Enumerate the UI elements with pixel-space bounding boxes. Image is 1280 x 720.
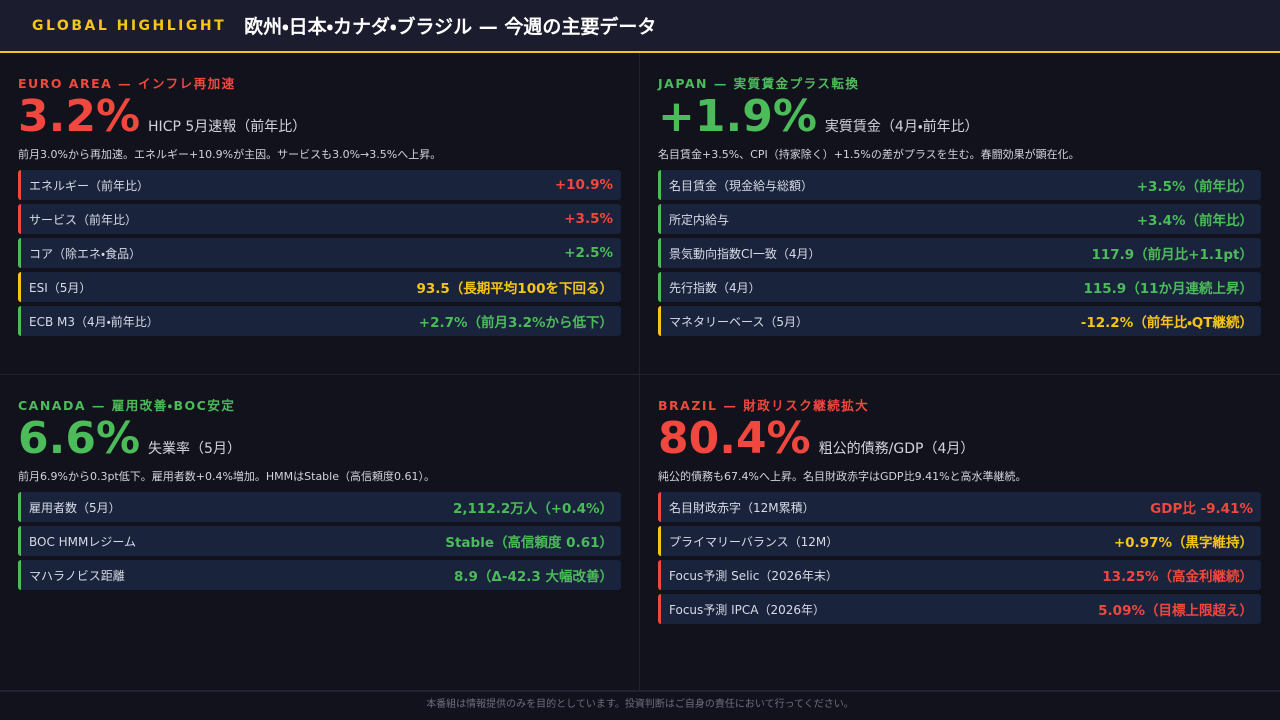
row-name: Focus予測 IPCA（2026年） <box>669 602 825 617</box>
data-row: 雇用者数（5月） 2,112.2万人（+0.4%） <box>18 492 621 522</box>
row-name: 先行指数（4月） <box>669 280 761 295</box>
row-name: エネルギー（前年比） <box>29 178 150 193</box>
data-row: 名目賃金（現金給与総額） +3.5%（前年比） <box>658 170 1261 200</box>
data-row: エネルギー（前年比） +10.9% <box>18 170 621 200</box>
row-name: コア（除エネ・食品） <box>29 246 142 261</box>
row-name: ECB M3（4月・前年比） <box>29 314 159 329</box>
data-row: BOC HMMレジーム Stable（高信頼度 0.61） <box>18 526 621 556</box>
header-tag: GLOBAL HIGHLIGHT <box>32 17 227 34</box>
headline: +1.9% 実質賃金（4月・前年比） <box>658 92 1262 142</box>
panel: BRAZIL — 財政リスク継続拡大 80.4% 粗公的債務/GDP（4月） 純公的債… <box>640 375 1280 691</box>
data-row: マネタリーベース（5月） -12.2%（前年比・QT継続） <box>658 306 1261 336</box>
row-value: +0.97%（黒字維持） <box>1113 535 1253 551</box>
data-row: Focus予測 Selic（2026年末） 13.25%（高金利継続） <box>658 560 1261 590</box>
headline-value: +1.9% <box>658 91 817 142</box>
panel-note: 名目賃金+3.5%、CPI（持家除く）+1.5%の差がプラスを生む。春闘効果が顕… <box>658 148 1080 161</box>
panel-note: 前月6.9%から0.3pt低下。雇用者数+0.4%増加。HMMはStable（高… <box>18 470 435 483</box>
row-value: 117.9（前月比+1.1pt） <box>1091 247 1253 263</box>
header-title: 欧州・日本・カナダ・ブラジル — 今週の主要データ <box>244 16 657 38</box>
data-row: 先行指数（4月） 115.9（11か月連続上昇） <box>658 272 1261 302</box>
row-name: ESI（5月） <box>29 280 92 295</box>
row-name: Focus予測 Selic（2026年末） <box>669 568 838 583</box>
headline-label: 実質賃金（4月・前年比） <box>824 119 979 135</box>
data-row: Focus予測 IPCA（2026年） 5.09%（目標上限超え） <box>658 594 1261 624</box>
headline-value: 80.4% <box>658 413 811 464</box>
row-value: 93.5（長期平均100を下回る） <box>416 281 614 297</box>
headline: 80.4% 粗公的債務/GDP（4月） <box>658 414 1262 464</box>
row-value: +3.5% <box>564 211 613 227</box>
row-value: +10.9% <box>554 177 613 193</box>
data-row: マハラノビス距離 8.9（Δ-42.3 大幅改善） <box>18 560 621 590</box>
header: GLOBAL HIGHLIGHT 欧州・日本・カナダ・ブラジル — 今週の主要デ… <box>0 0 1280 53</box>
row-name: 名目賃金（現金給与総額） <box>669 178 814 193</box>
panel: EURO AREA — インフレ再加速 3.2% HICP 5月速報（前年比） 前月3… <box>0 53 640 375</box>
data-row: コア（除エネ・食品） +2.5% <box>18 238 621 268</box>
data-row: プライマリーバランス（12M） +0.97%（黒字維持） <box>658 526 1261 556</box>
panel-label: CANADA — 雇用改善・BOC安定 <box>18 398 236 413</box>
data-row: ESI（5月） 93.5（長期平均100を下回る） <box>18 272 621 302</box>
data-row: 名目財政赤字（12M累積） GDP比 -9.41% <box>658 492 1261 522</box>
panel: CANADA — 雇用改善・BOC安定 6.6% 失業率（5月） 前月6.9%から0.… <box>0 375 640 691</box>
headline: 3.2% HICP 5月速報（前年比） <box>18 92 621 142</box>
headline-value: 6.6% <box>18 413 141 464</box>
row-name: プライマリーバランス（12M） <box>669 534 839 549</box>
data-row: 景気動向指数CI一致（4月） 117.9（前月比+1.1pt） <box>658 238 1261 268</box>
data-row: 所定内給与 +3.4%（前年比） <box>658 204 1261 234</box>
row-value: 2,112.2万人（+0.4%） <box>453 501 613 517</box>
data-row: ECB M3（4月・前年比） +2.7%（前月3.2%から低下） <box>18 306 621 336</box>
row-value: 115.9（11か月連続上昇） <box>1083 281 1254 297</box>
panel-label: BRAZIL — 財政リスク継続拡大 <box>658 398 870 413</box>
row-value: +3.5%（前年比） <box>1136 179 1253 195</box>
headline: 6.6% 失業率（5月） <box>18 414 621 464</box>
headline-value: 3.2% <box>18 91 141 142</box>
panel-note: 純公的債務も67.4%へ上昇。名目財政赤字はGDP比9.41%と高水準継続。 <box>658 470 1027 483</box>
row-value: 8.9（Δ-42.3 大幅改善） <box>454 569 613 585</box>
panel-label: JAPAN — 実質賃金プラス転換 <box>658 76 860 91</box>
row-name: BOC HMMレジーム <box>29 534 137 549</box>
panel-label: EURO AREA — インフレ再加速 <box>18 76 236 91</box>
panel: JAPAN — 実質賃金プラス転換 +1.9% 実質賃金（4月・前年比） 名目賃金+3… <box>640 53 1280 375</box>
row-value: Stable（高信頼度 0.61） <box>445 535 613 551</box>
row-name: 雇用者数（5月） <box>29 500 121 515</box>
row-value: +2.5% <box>564 245 613 261</box>
data-row: サービス（前年比） +3.5% <box>18 204 621 234</box>
row-name: 名目財政赤字（12M累積） <box>669 500 815 515</box>
panel-grid: EURO AREA — インフレ再加速 3.2% HICP 5月速報（前年比） 前月3… <box>0 53 1280 691</box>
row-name: 所定内給与 <box>669 212 730 227</box>
headline-label: 粗公的債務/GDP（4月） <box>818 441 975 457</box>
row-value: +2.7%（前月3.2%から低下） <box>418 315 613 331</box>
row-name: 景気動向指数CI一致（4月） <box>669 246 821 261</box>
row-value: GDP比 -9.41% <box>1150 501 1253 517</box>
row-value: -12.2%（前年比・QT継続） <box>1080 315 1253 331</box>
row-value: 5.09%（目標上限超え） <box>1098 603 1253 619</box>
panel-note: 前月3.0%から再加速。エネルギー+10.9%が主因。サービスも3.0%→3.5… <box>18 148 442 161</box>
row-name: サービス（前年比） <box>29 212 138 227</box>
footer: 本番組は情報提供のみを目的としています。投資判断はご自身の責任において行ってくだ… <box>0 691 1280 720</box>
row-value: 13.25%（高金利継続） <box>1102 569 1253 585</box>
headline-label: 失業率（5月） <box>148 441 241 457</box>
row-name: マネタリーベース（5月） <box>669 314 809 329</box>
row-name: マハラノビス距離 <box>29 568 125 583</box>
headline-label: HICP 5月速報（前年比） <box>148 119 307 135</box>
row-value: +3.4%（前年比） <box>1136 213 1253 229</box>
